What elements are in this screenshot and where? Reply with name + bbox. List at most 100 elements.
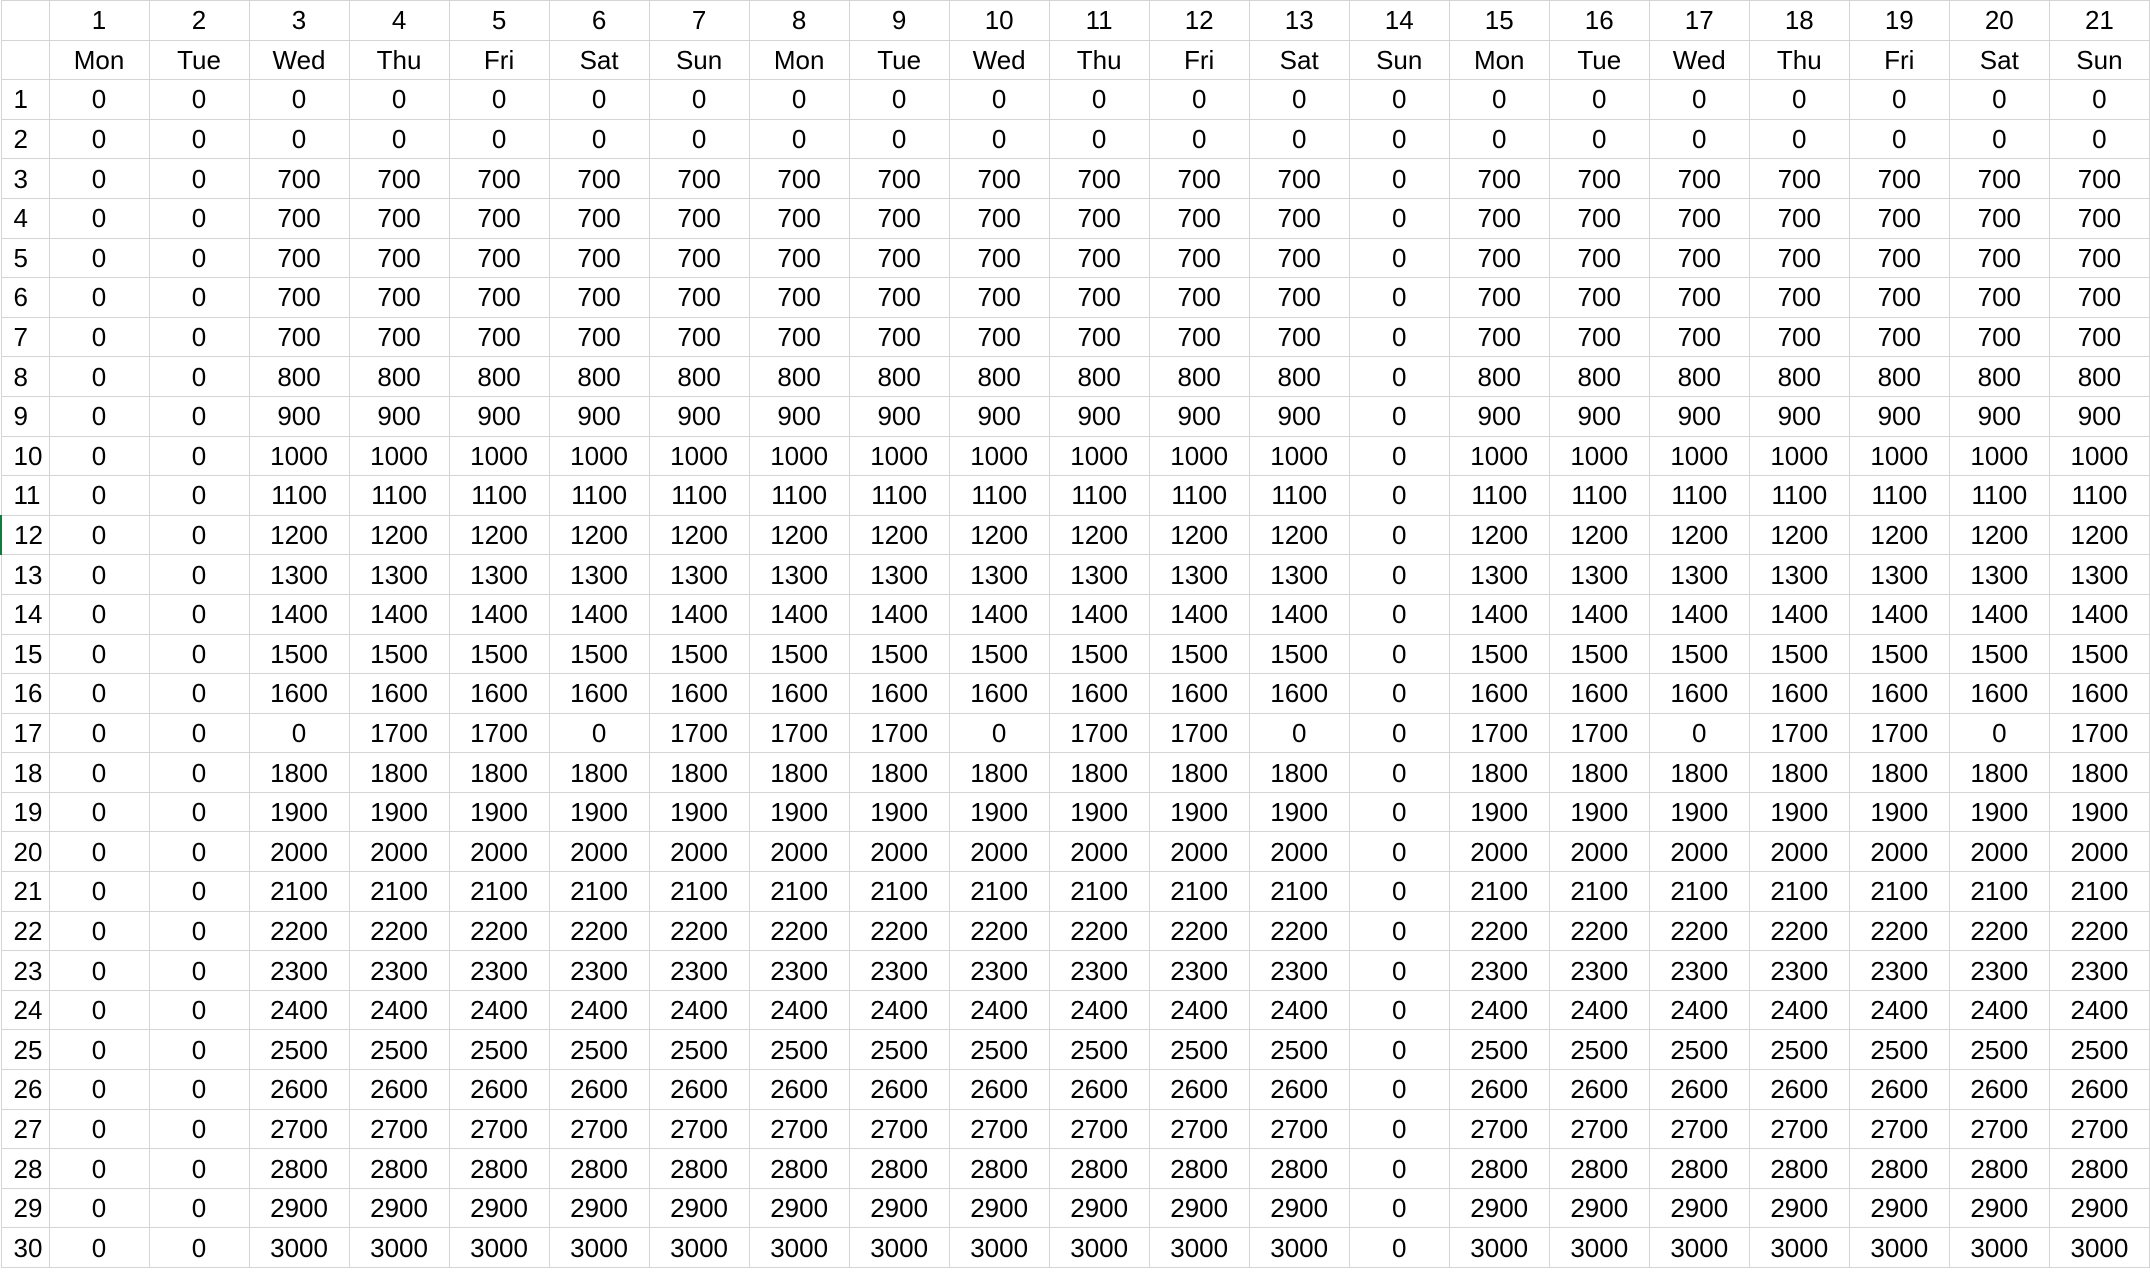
value-cell[interactable]: 2200: [1448, 910, 1550, 952]
value-cell[interactable]: 1300: [548, 554, 650, 595]
value-cell[interactable]: 0: [148, 1187, 250, 1229]
value-cell[interactable]: 1800: [848, 752, 950, 793]
value-cell[interactable]: 700: [648, 158, 750, 199]
value-cell[interactable]: 0: [1048, 118, 1150, 160]
value-cell[interactable]: 2500: [1548, 1029, 1650, 1071]
value-cell[interactable]: 700: [1448, 158, 1550, 199]
value-cell[interactable]: 2300: [448, 950, 550, 991]
value-cell[interactable]: 700: [948, 197, 1050, 239]
value-cell[interactable]: 2400: [948, 989, 1050, 1031]
value-cell[interactable]: 2500: [748, 1029, 850, 1071]
value-cell[interactable]: 1600: [1048, 673, 1150, 714]
value-cell[interactable]: 1400: [348, 593, 450, 635]
value-cell[interactable]: 2700: [1748, 1108, 1850, 1150]
day-number-header[interactable]: 9: [848, 0, 950, 41]
value-cell[interactable]: 0: [948, 79, 1050, 120]
value-cell[interactable]: 0: [1648, 118, 1750, 160]
value-cell[interactable]: 1400: [1148, 593, 1250, 635]
value-cell[interactable]: 3000: [1748, 1227, 1850, 1268]
value-cell[interactable]: 2400: [848, 989, 950, 1031]
value-cell[interactable]: 0: [148, 118, 250, 160]
value-cell[interactable]: 2600: [848, 1069, 950, 1110]
row-label-cell[interactable]: 12: [0, 514, 50, 556]
value-cell[interactable]: 0: [1448, 79, 1550, 120]
value-cell[interactable]: 2100: [1648, 871, 1750, 912]
value-cell[interactable]: 2000: [1748, 831, 1850, 873]
value-cell[interactable]: 0: [1748, 79, 1850, 120]
value-cell[interactable]: 700: [1548, 197, 1650, 239]
value-cell[interactable]: 2100: [548, 871, 650, 912]
value-cell[interactable]: 2200: [348, 910, 450, 952]
value-cell[interactable]: 700: [2048, 316, 2150, 358]
value-cell[interactable]: 2500: [1948, 1029, 2050, 1071]
value-cell[interactable]: 2100: [1948, 871, 2050, 912]
value-cell[interactable]: 700: [448, 316, 550, 358]
value-cell[interactable]: 2800: [948, 1148, 1050, 1189]
value-cell[interactable]: 700: [1548, 316, 1650, 358]
value-cell[interactable]: 1400: [1848, 593, 1950, 635]
value-cell[interactable]: 2100: [648, 871, 750, 912]
value-cell[interactable]: 3000: [1248, 1227, 1350, 1268]
value-cell[interactable]: 700: [548, 158, 650, 199]
value-cell[interactable]: 1800: [1148, 752, 1250, 793]
value-cell[interactable]: 1000: [1648, 435, 1750, 477]
value-cell[interactable]: 2500: [2048, 1029, 2150, 1071]
value-cell[interactable]: 2400: [1248, 989, 1350, 1031]
value-cell[interactable]: 2600: [948, 1069, 1050, 1110]
value-cell[interactable]: 2900: [748, 1187, 850, 1229]
value-cell[interactable]: 2000: [348, 831, 450, 873]
value-cell[interactable]: 2000: [948, 831, 1050, 873]
value-cell[interactable]: 1300: [1448, 554, 1550, 595]
value-cell[interactable]: 0: [448, 79, 550, 120]
value-cell[interactable]: 700: [548, 197, 650, 239]
value-cell[interactable]: 700: [748, 197, 850, 239]
value-cell[interactable]: 2200: [1048, 910, 1150, 952]
value-cell[interactable]: 0: [148, 712, 250, 754]
value-cell[interactable]: 0: [48, 791, 150, 833]
weekday-header[interactable]: Wed: [1648, 39, 1750, 81]
value-cell[interactable]: 0: [48, 475, 150, 516]
value-cell[interactable]: 1100: [1748, 475, 1850, 516]
value-cell[interactable]: 1300: [1548, 554, 1650, 595]
value-cell[interactable]: 2000: [1848, 831, 1950, 873]
value-cell[interactable]: 0: [348, 79, 450, 120]
weekday-header[interactable]: Tue: [848, 39, 950, 81]
value-cell[interactable]: 1900: [1848, 791, 1950, 833]
value-cell[interactable]: 2600: [1048, 1069, 1150, 1110]
value-cell[interactable]: 700: [1648, 158, 1750, 199]
value-cell[interactable]: 2400: [1548, 989, 1650, 1031]
value-cell[interactable]: 2800: [648, 1148, 750, 1189]
day-number-header[interactable]: 18: [1748, 0, 1850, 41]
row-label-cell[interactable]: 28: [0, 1148, 50, 1189]
value-cell[interactable]: 0: [48, 197, 150, 239]
value-cell[interactable]: 700: [1448, 277, 1550, 318]
value-cell[interactable]: 1300: [1048, 554, 1150, 595]
weekday-header[interactable]: Wed: [948, 39, 1050, 81]
value-cell[interactable]: 2000: [1648, 831, 1750, 873]
weekday-header[interactable]: Sat: [1948, 39, 2050, 81]
value-cell[interactable]: 2800: [348, 1148, 450, 1189]
value-cell[interactable]: 0: [1348, 316, 1450, 358]
value-cell[interactable]: 900: [1448, 395, 1550, 437]
value-cell[interactable]: 3000: [1148, 1227, 1250, 1268]
value-cell[interactable]: 2300: [1148, 950, 1250, 991]
weekday-header[interactable]: Tue: [1548, 39, 1650, 81]
value-cell[interactable]: 800: [1948, 356, 2050, 397]
value-cell[interactable]: 1700: [648, 712, 750, 754]
value-cell[interactable]: 700: [1248, 237, 1350, 279]
value-cell[interactable]: 1700: [1748, 712, 1850, 754]
value-cell[interactable]: 1600: [2048, 673, 2150, 714]
value-cell[interactable]: 3000: [1048, 1227, 1150, 1268]
value-cell[interactable]: 0: [1848, 118, 1950, 160]
value-cell[interactable]: 900: [548, 395, 650, 437]
value-cell[interactable]: 700: [1748, 316, 1850, 358]
value-cell[interactable]: 1200: [848, 514, 950, 556]
value-cell[interactable]: 1600: [1648, 673, 1750, 714]
value-cell[interactable]: 2100: [1748, 871, 1850, 912]
value-cell[interactable]: 2400: [748, 989, 850, 1031]
value-cell[interactable]: 700: [548, 316, 650, 358]
value-cell[interactable]: 2700: [1148, 1108, 1250, 1150]
value-cell[interactable]: 700: [1848, 158, 1950, 199]
value-cell[interactable]: 1500: [2048, 633, 2150, 675]
value-cell[interactable]: 700: [1248, 197, 1350, 239]
